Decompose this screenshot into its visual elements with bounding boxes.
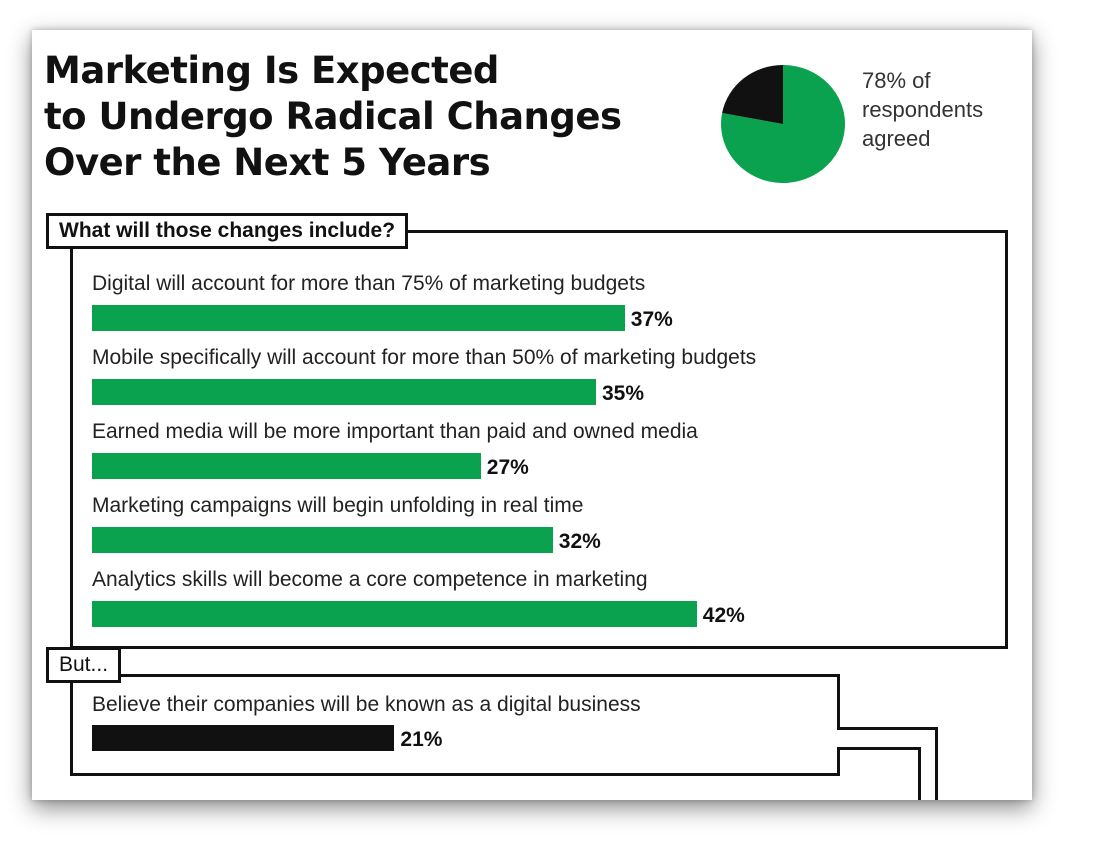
pie-caption: 78% of respondents agreed <box>862 66 1032 153</box>
frame-connector <box>837 747 840 776</box>
but-heading: But... <box>46 647 122 683</box>
title-line: to Undergo Radical Changes <box>44 95 622 138</box>
pie-caption-line: 78% of <box>862 68 931 93</box>
pie-caption-line: respondents <box>862 97 984 122</box>
bar <box>92 725 395 751</box>
bar <box>92 453 481 479</box>
changes-bar-chart: Digital will account for more than 75% o… <box>32 30 1032 670</box>
digital-business-bar-chart: Believe their companies will be known as… <box>32 30 1032 800</box>
but-frame <box>70 674 840 776</box>
bar <box>92 527 553 553</box>
pie-caption-line: agreed <box>862 126 931 151</box>
changes-heading: What will those changes include? <box>46 213 409 249</box>
bar-value-label: 42% <box>702 604 745 627</box>
bar-category-label: Earned media will be more important than… <box>92 420 698 443</box>
agreement-pie-chart <box>721 65 845 183</box>
title-line: Over the Next 5 Years <box>44 141 491 184</box>
frame-connector <box>837 747 921 750</box>
bar-category-label: Marketing campaigns will begin unfolding… <box>92 494 584 517</box>
frame-connector <box>837 727 938 730</box>
changes-frame <box>70 230 1008 649</box>
bar-value-label: 35% <box>602 382 645 405</box>
frame-connector <box>837 674 840 730</box>
bar-value-label: 32% <box>558 530 601 553</box>
bar-value-label: 21% <box>400 728 443 751</box>
bar-value-label: 27% <box>486 456 529 479</box>
bar-category-label: Believe their companies will be known as… <box>92 693 641 716</box>
bar <box>92 305 625 331</box>
bar <box>92 601 697 627</box>
infographic-card: Marketing Is Expected to Undergo Radical… <box>32 30 1032 800</box>
frame-connector <box>935 727 938 800</box>
page-title: Marketing Is Expected to Undergo Radical… <box>44 48 622 186</box>
bar <box>92 379 596 405</box>
bar-value-label: 37% <box>630 308 673 331</box>
bar-category-label: Analytics skills will become a core comp… <box>92 568 648 591</box>
title-line: Marketing Is Expected <box>44 49 499 92</box>
bar-category-label: Mobile specifically will account for mor… <box>92 346 757 369</box>
frame-connector <box>918 747 921 800</box>
bar-category-label: Digital will account for more than 75% o… <box>92 272 646 295</box>
pie-slice <box>722 65 783 124</box>
